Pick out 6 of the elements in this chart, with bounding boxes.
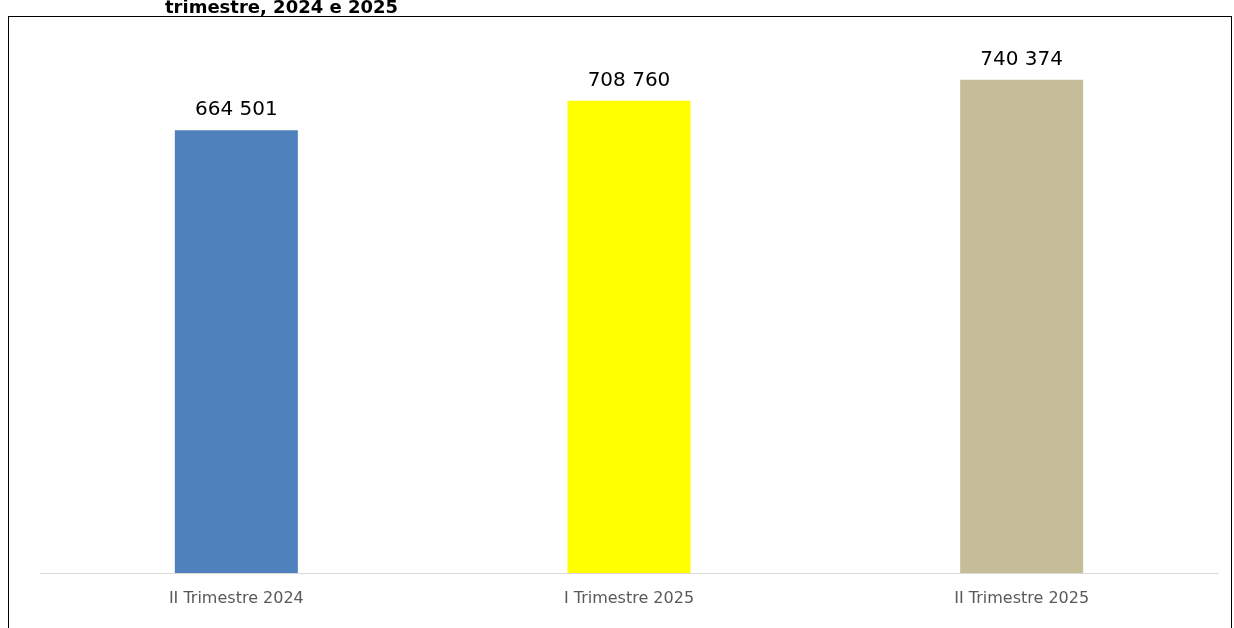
x-tick-label: II Trimestre 2025: [954, 587, 1090, 607]
x-tick-label: II Trimestre 2024: [168, 587, 304, 607]
data-label: 708 760: [587, 66, 671, 91]
data-label: 740 374: [980, 45, 1064, 70]
x-tick-label: I Trimestre 2025: [563, 587, 695, 607]
data-label: 664 501: [194, 96, 278, 121]
